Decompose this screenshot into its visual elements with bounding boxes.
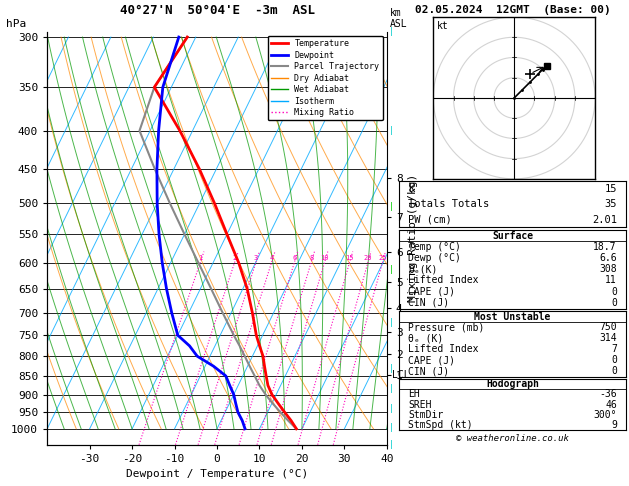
Text: 0: 0 bbox=[611, 298, 617, 308]
Text: 1: 1 bbox=[198, 255, 203, 260]
Text: 15: 15 bbox=[345, 255, 353, 260]
X-axis label: Dewpoint / Temperature (°C): Dewpoint / Temperature (°C) bbox=[126, 469, 308, 479]
Text: 750: 750 bbox=[599, 322, 617, 332]
Text: 2.01: 2.01 bbox=[592, 215, 617, 225]
Text: |: | bbox=[390, 265, 393, 274]
Text: 308: 308 bbox=[599, 264, 617, 274]
Text: 2: 2 bbox=[233, 255, 237, 260]
Text: Pressure (mb): Pressure (mb) bbox=[408, 322, 485, 332]
Text: 0: 0 bbox=[611, 355, 617, 365]
Text: 35: 35 bbox=[604, 199, 617, 209]
Text: 18.7: 18.7 bbox=[593, 242, 617, 252]
Text: 10: 10 bbox=[320, 255, 329, 260]
Text: Most Unstable: Most Unstable bbox=[474, 312, 551, 322]
Text: 46: 46 bbox=[605, 399, 617, 410]
Text: kt: kt bbox=[437, 21, 449, 31]
Text: Hodograph: Hodograph bbox=[486, 379, 539, 389]
Text: 0: 0 bbox=[611, 287, 617, 297]
Text: CIN (J): CIN (J) bbox=[408, 366, 450, 376]
Text: 3: 3 bbox=[253, 255, 258, 260]
Text: |: | bbox=[390, 423, 393, 432]
Text: PW (cm): PW (cm) bbox=[408, 215, 452, 225]
Text: |: | bbox=[390, 440, 393, 449]
Text: Lifted Index: Lifted Index bbox=[408, 344, 479, 354]
Text: km
ASL: km ASL bbox=[390, 8, 408, 29]
Text: Lifted Index: Lifted Index bbox=[408, 276, 479, 285]
Legend: Temperature, Dewpoint, Parcel Trajectory, Dry Adiabat, Wet Adiabat, Isotherm, Mi: Temperature, Dewpoint, Parcel Trajectory… bbox=[268, 36, 382, 121]
Text: Temp (°C): Temp (°C) bbox=[408, 242, 461, 252]
Text: θₑ(K): θₑ(K) bbox=[408, 264, 438, 274]
Text: EH: EH bbox=[408, 389, 420, 399]
Text: CAPE (J): CAPE (J) bbox=[408, 287, 455, 297]
Text: -36: -36 bbox=[599, 389, 617, 399]
Text: StmSpd (kt): StmSpd (kt) bbox=[408, 420, 473, 430]
Text: SREH: SREH bbox=[408, 399, 432, 410]
Text: Dewp (°C): Dewp (°C) bbox=[408, 253, 461, 263]
Text: |: | bbox=[390, 364, 393, 373]
Text: 6.6: 6.6 bbox=[599, 253, 617, 263]
Text: θₑ (K): θₑ (K) bbox=[408, 333, 443, 344]
Text: Totals Totals: Totals Totals bbox=[408, 199, 490, 209]
Text: 8: 8 bbox=[309, 255, 313, 260]
Text: 11: 11 bbox=[605, 276, 617, 285]
Text: 02.05.2024  12GMT  (Base: 00): 02.05.2024 12GMT (Base: 00) bbox=[415, 5, 611, 15]
Text: |: | bbox=[390, 202, 393, 211]
Text: 300°: 300° bbox=[593, 410, 617, 420]
Text: |: | bbox=[390, 126, 393, 135]
Text: hPa: hPa bbox=[6, 19, 26, 29]
Text: 9: 9 bbox=[611, 420, 617, 430]
Text: Surface: Surface bbox=[492, 230, 533, 241]
Text: 15: 15 bbox=[604, 184, 617, 194]
Text: CIN (J): CIN (J) bbox=[408, 298, 450, 308]
Text: 20: 20 bbox=[364, 255, 372, 260]
Text: 0: 0 bbox=[611, 366, 617, 376]
Text: CAPE (J): CAPE (J) bbox=[408, 355, 455, 365]
Text: |: | bbox=[390, 404, 393, 413]
Text: 7: 7 bbox=[611, 344, 617, 354]
Y-axis label: Mixing Ratio (g/kg): Mixing Ratio (g/kg) bbox=[408, 174, 418, 302]
Text: 314: 314 bbox=[599, 333, 617, 344]
Text: 4: 4 bbox=[269, 255, 274, 260]
Text: |: | bbox=[390, 384, 393, 394]
Text: © weatheronline.co.uk: © weatheronline.co.uk bbox=[456, 434, 569, 443]
Text: 25: 25 bbox=[378, 255, 387, 260]
Text: |: | bbox=[390, 318, 393, 327]
Text: StmDir: StmDir bbox=[408, 410, 443, 420]
Text: K: K bbox=[408, 184, 415, 194]
Text: |: | bbox=[390, 27, 393, 36]
Text: 6: 6 bbox=[292, 255, 296, 260]
Text: LCL: LCL bbox=[392, 370, 410, 380]
Text: 40°27'N  50°04'E  -3m  ASL: 40°27'N 50°04'E -3m ASL bbox=[120, 4, 314, 17]
